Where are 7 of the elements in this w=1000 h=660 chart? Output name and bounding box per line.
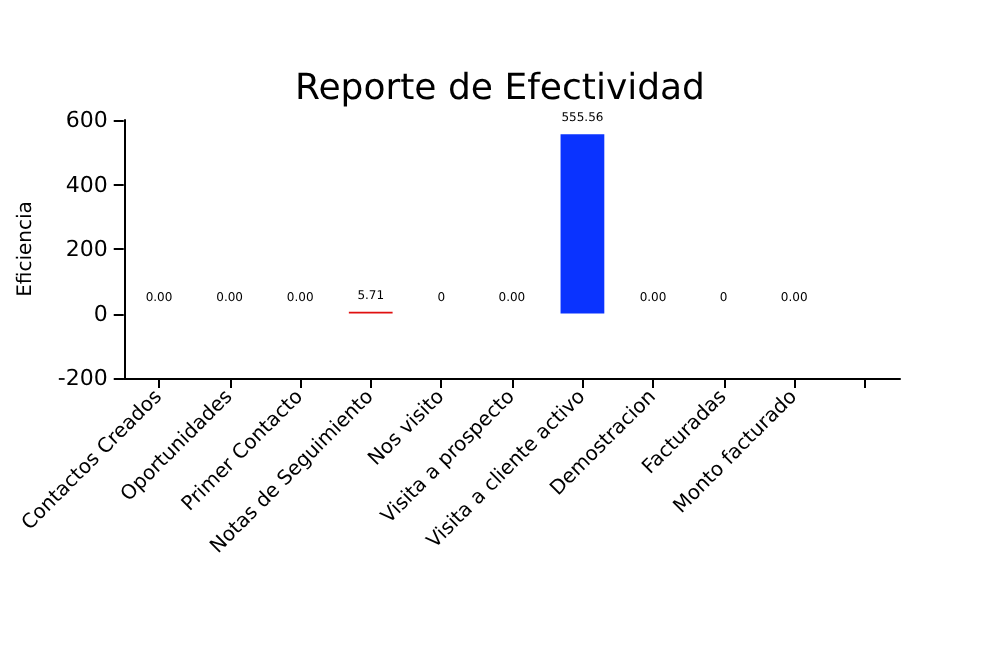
y-axis-title: Eficiencia [15, 201, 37, 297]
y-tick-label: 200 [65, 236, 108, 262]
y-tick-label: 400 [65, 171, 108, 198]
y-tick-label: 600 [65, 107, 108, 133]
y-tick-label: -200 [57, 365, 108, 391]
y-tick-label: 0 [93, 300, 108, 327]
chart-title: Reporte de Efectividad [295, 67, 705, 109]
